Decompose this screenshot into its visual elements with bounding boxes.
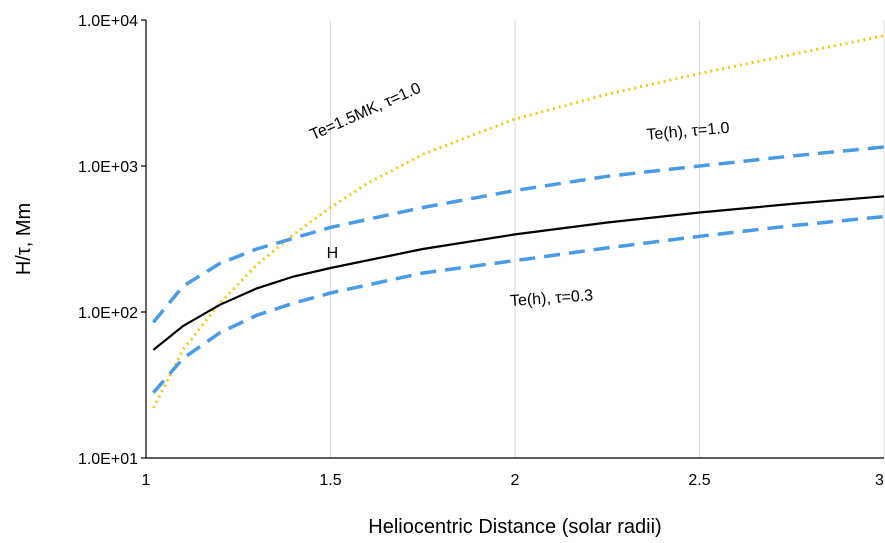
annotation-h: H [327,245,339,262]
series-lines [152,34,885,409]
x-tick-label: 2 [511,472,520,489]
series-line-h [152,195,885,351]
annotation-te-h-1: Te(h), τ=1.0 [646,120,731,144]
x-axis-title: Heliocentric Distance (solar radii) [368,516,661,538]
annotation-te-h-03: Te(h), τ=0.3 [509,287,593,310]
y-axis-title: H/τ, Mm [13,203,35,275]
axes [145,20,884,459]
x-tick-label: 1.5 [319,472,341,489]
y-tick-label: 1.0E+03 [78,159,138,176]
tick-labels: 1 1.5 2 2.5 3 1.0E+01 1.0E+02 1.0E+03 1.0E+04 [78,13,884,489]
x-tick-label: 2.5 [688,472,710,489]
series-line-te-fixed [152,34,885,409]
series-line-te-h-03 [152,214,885,394]
y-tick-label: 1.0E+01 [78,451,138,468]
y-tick-label: 1.0E+04 [78,13,138,30]
annotations: Te=1.5MK, τ=1.0 Te(h), τ=1.0 H Te(h), τ=0.3 [308,80,731,310]
x-tick-label: 1 [142,472,151,489]
y-tick-label: 1.0E+02 [78,305,138,322]
annotation-te-fixed: Te=1.5MK, τ=1.0 [308,80,424,144]
series-line-te-h-1 [152,145,885,324]
x-tick-label: 3 [875,472,884,489]
grid-lines [330,20,885,458]
